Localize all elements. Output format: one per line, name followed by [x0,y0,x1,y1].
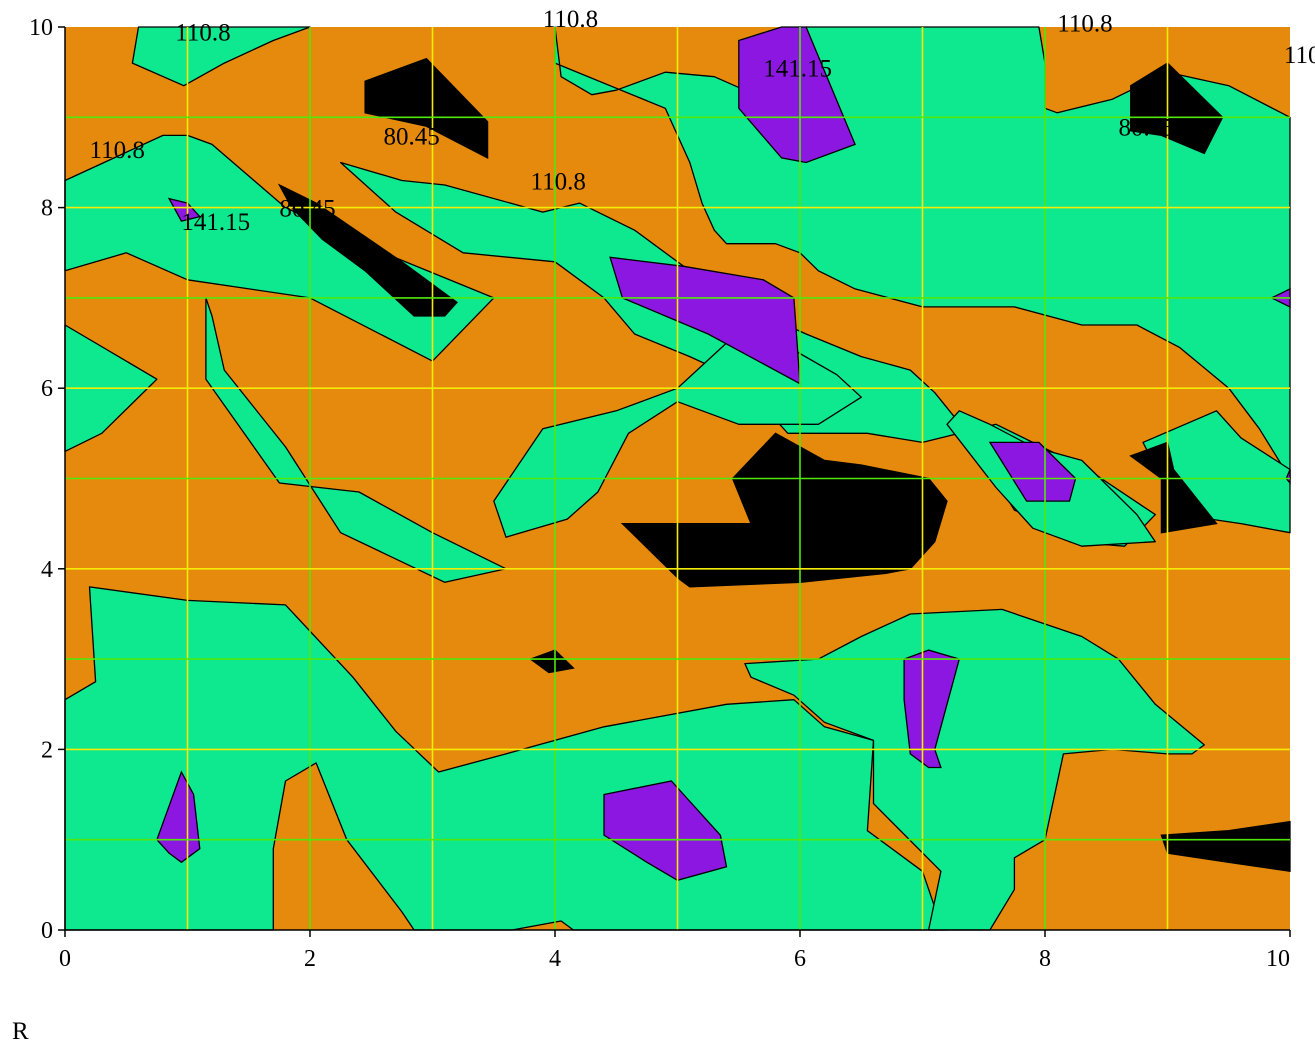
contour-region-below-80 [1129,441,1218,534]
contour-region-below-80 [364,57,489,159]
contour-label: 110.8 [90,137,145,164]
contour-label: 110.8 [1284,42,1315,69]
x-tick-label: 4 [549,946,561,972]
x-tick-label: 0 [59,946,71,972]
contour-region-above-141 [1285,469,1291,485]
contour-region-above-141 [988,441,1077,502]
y-tick-label: 8 [41,196,53,222]
contour-region-below-80 [529,649,575,674]
y-tick-label: 2 [41,737,53,763]
y-tick-label: 0 [41,918,53,944]
contour-region-above-141 [903,649,961,769]
contour-region-above-141 [603,780,728,881]
contour-region-110-141 [493,342,862,538]
x-tick-label: 2 [304,946,316,972]
contour-region-110-141 [131,26,311,87]
contour-label: 141.15 [181,209,250,236]
contour-region-below-80 [620,432,948,588]
contour-label: 80.45 [279,196,335,223]
contour-region-above-141 [609,256,801,385]
axes: 0 2 4 6 8 10 0 2 4 6 8 10 [29,15,1291,972]
plot-area [64,26,1291,931]
x-tick-label: 8 [1039,946,1051,972]
contour-label: 110.8 [543,6,598,33]
contour-label: 110.8 [1057,11,1112,38]
contour-label: 110.8 [531,169,586,196]
contour-region-below-80 [277,183,458,317]
contour-label: 80.45 [1119,114,1175,141]
y-tick-label: 4 [41,557,53,583]
contour-region-above-141 [167,197,202,222]
contour-labels: 110.8 110.8 110.8 110.8 141.15 110.8 80.45 110.… [90,6,1315,236]
contour-label: 80.45 [384,123,440,150]
y-tick-label: 6 [41,376,53,402]
gridlines [65,27,1290,930]
contour-label: 110.8 [175,20,230,47]
contour-region-110-141 [744,608,1205,931]
contour-region-110-141 [205,297,507,583]
contour-label: 141.15 [763,56,832,83]
x-tick-label: 10 [1266,946,1290,972]
x-tick-label: 6 [794,946,806,972]
x-axis-label: R [12,1018,29,1045]
y-tick-label: 10 [29,15,53,41]
